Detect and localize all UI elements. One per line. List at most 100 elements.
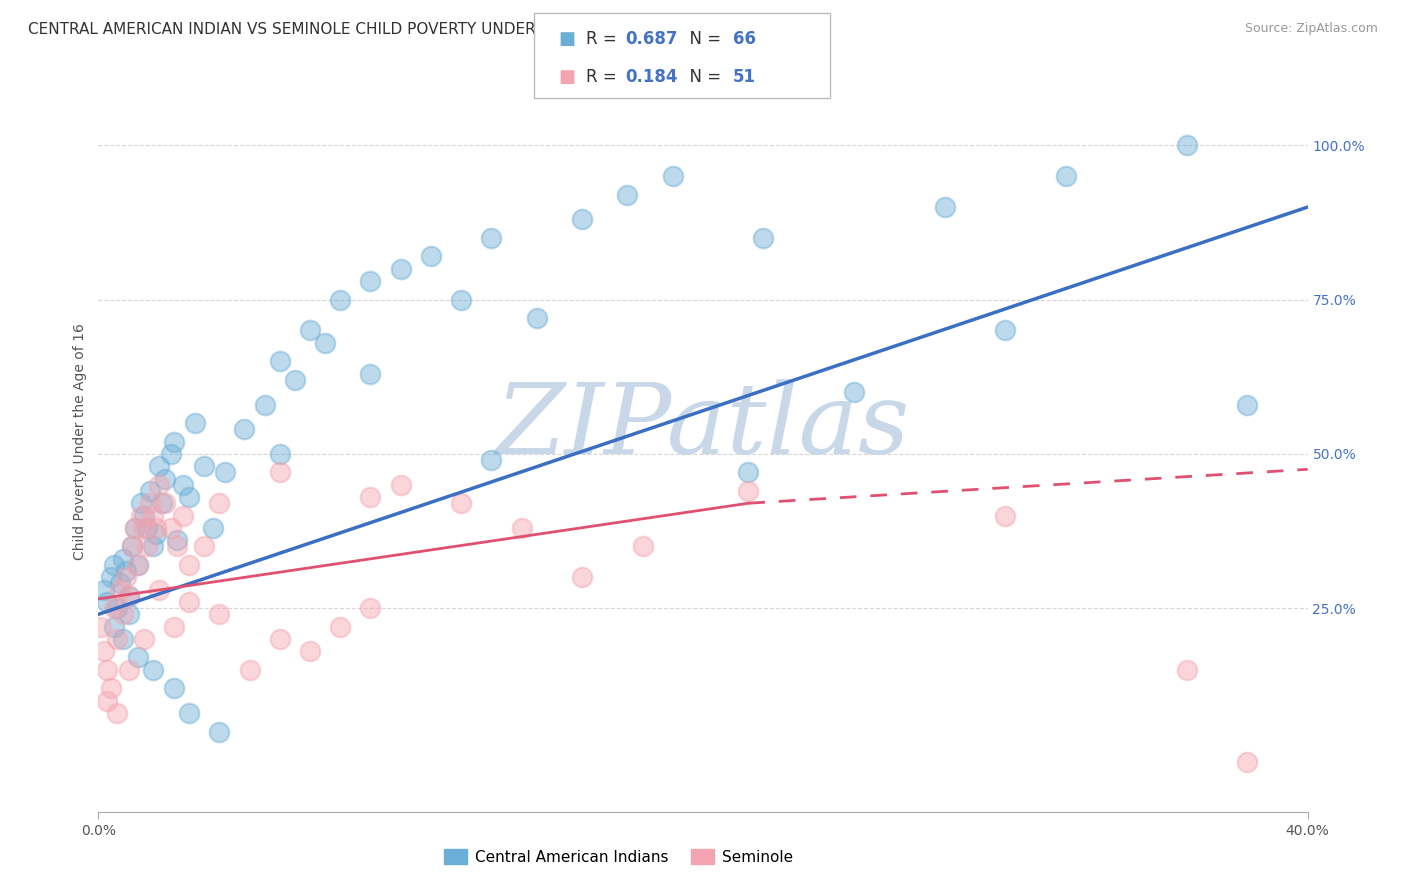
Point xyxy=(114,564,136,578)
Point xyxy=(360,274,382,288)
Point xyxy=(389,477,412,491)
Point xyxy=(166,540,188,554)
Text: R =: R = xyxy=(586,68,623,86)
Text: 66: 66 xyxy=(733,30,755,48)
Point xyxy=(360,490,382,504)
Text: ■: ■ xyxy=(558,68,575,86)
Point xyxy=(1175,138,1198,153)
Text: ■: ■ xyxy=(558,30,575,48)
Point xyxy=(450,496,472,510)
Point xyxy=(142,508,165,523)
Point xyxy=(208,496,231,510)
Point xyxy=(100,681,122,696)
Point xyxy=(450,293,472,307)
Point xyxy=(121,540,143,554)
Point xyxy=(142,663,165,677)
Point xyxy=(129,508,152,523)
Point xyxy=(179,490,201,504)
Point xyxy=(105,706,128,720)
Point xyxy=(163,619,186,633)
Point xyxy=(100,570,122,584)
Point xyxy=(526,311,548,326)
Point xyxy=(139,483,162,498)
Text: CENTRAL AMERICAN INDIAN VS SEMINOLE CHILD POVERTY UNDER THE AGE OF 16 CORRELATIO: CENTRAL AMERICAN INDIAN VS SEMINOLE CHIL… xyxy=(28,22,828,37)
Point xyxy=(193,540,215,554)
Point xyxy=(114,570,136,584)
Point xyxy=(111,632,134,646)
Point xyxy=(163,434,186,449)
Point xyxy=(208,724,231,739)
Point xyxy=(737,483,759,498)
Point xyxy=(103,619,125,633)
Point xyxy=(269,354,291,368)
Point xyxy=(121,540,143,554)
Point xyxy=(934,200,956,214)
Point xyxy=(314,335,336,350)
Text: N =: N = xyxy=(679,30,727,48)
Point xyxy=(148,477,170,491)
Point xyxy=(108,576,131,591)
Point xyxy=(132,632,155,646)
Point xyxy=(752,231,775,245)
Text: ZIPatlas: ZIPatlas xyxy=(496,379,910,475)
Text: Source: ZipAtlas.com: Source: ZipAtlas.com xyxy=(1244,22,1378,36)
Point xyxy=(420,250,443,264)
Point xyxy=(103,558,125,572)
Point xyxy=(135,521,157,535)
Point xyxy=(329,293,352,307)
Point xyxy=(148,582,170,597)
Point xyxy=(389,261,412,276)
Point xyxy=(360,601,382,615)
Point xyxy=(150,496,173,510)
Point xyxy=(284,373,307,387)
Point xyxy=(208,607,231,622)
Point xyxy=(1054,169,1077,184)
Point xyxy=(118,589,141,603)
Point xyxy=(96,663,118,677)
Point xyxy=(172,477,194,491)
Text: 0.687: 0.687 xyxy=(626,30,678,48)
Point xyxy=(132,508,155,523)
Point xyxy=(127,558,149,572)
Point xyxy=(105,601,128,615)
Point xyxy=(142,540,165,554)
Y-axis label: Child Poverty Under the Age of 16: Child Poverty Under the Age of 16 xyxy=(73,323,87,560)
Point xyxy=(111,607,134,622)
Point xyxy=(118,589,141,603)
Point xyxy=(145,521,167,535)
Text: R =: R = xyxy=(586,30,623,48)
Point xyxy=(108,582,131,597)
Point xyxy=(160,447,183,461)
Point xyxy=(661,169,683,184)
Point xyxy=(214,466,236,480)
Point xyxy=(299,644,322,658)
Point xyxy=(253,398,276,412)
Point xyxy=(132,521,155,535)
Point xyxy=(179,595,201,609)
Point xyxy=(124,521,146,535)
Point xyxy=(166,533,188,548)
Point xyxy=(571,212,593,227)
Point xyxy=(232,422,254,436)
Point xyxy=(994,508,1017,523)
Point xyxy=(127,558,149,572)
Point xyxy=(124,521,146,535)
Point xyxy=(1236,398,1258,412)
Point xyxy=(269,447,291,461)
Point xyxy=(118,607,141,622)
Point xyxy=(481,231,503,245)
Point xyxy=(1236,756,1258,770)
Point xyxy=(239,663,262,677)
Point xyxy=(163,681,186,696)
Point xyxy=(105,632,128,646)
Point xyxy=(481,453,503,467)
Point xyxy=(145,527,167,541)
Point xyxy=(844,385,866,400)
Text: 51: 51 xyxy=(733,68,755,86)
Point xyxy=(96,694,118,708)
Text: 0.184: 0.184 xyxy=(626,68,678,86)
Point xyxy=(510,521,533,535)
Point xyxy=(193,459,215,474)
Point xyxy=(90,619,112,633)
Point xyxy=(153,471,176,485)
